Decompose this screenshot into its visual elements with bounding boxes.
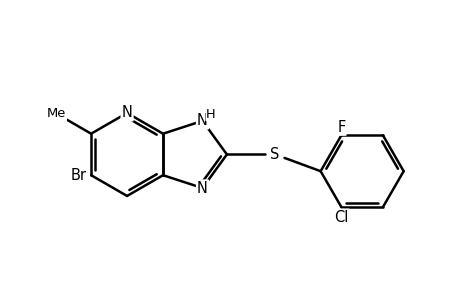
Text: N: N [196,181,207,196]
Text: S: S [270,147,279,162]
Text: Br: Br [71,168,87,183]
Text: Me: Me [46,107,66,120]
Text: Cl: Cl [334,210,348,225]
Text: F: F [336,120,345,135]
Text: N: N [196,113,207,128]
Text: N: N [121,105,132,120]
Text: H: H [205,108,215,121]
